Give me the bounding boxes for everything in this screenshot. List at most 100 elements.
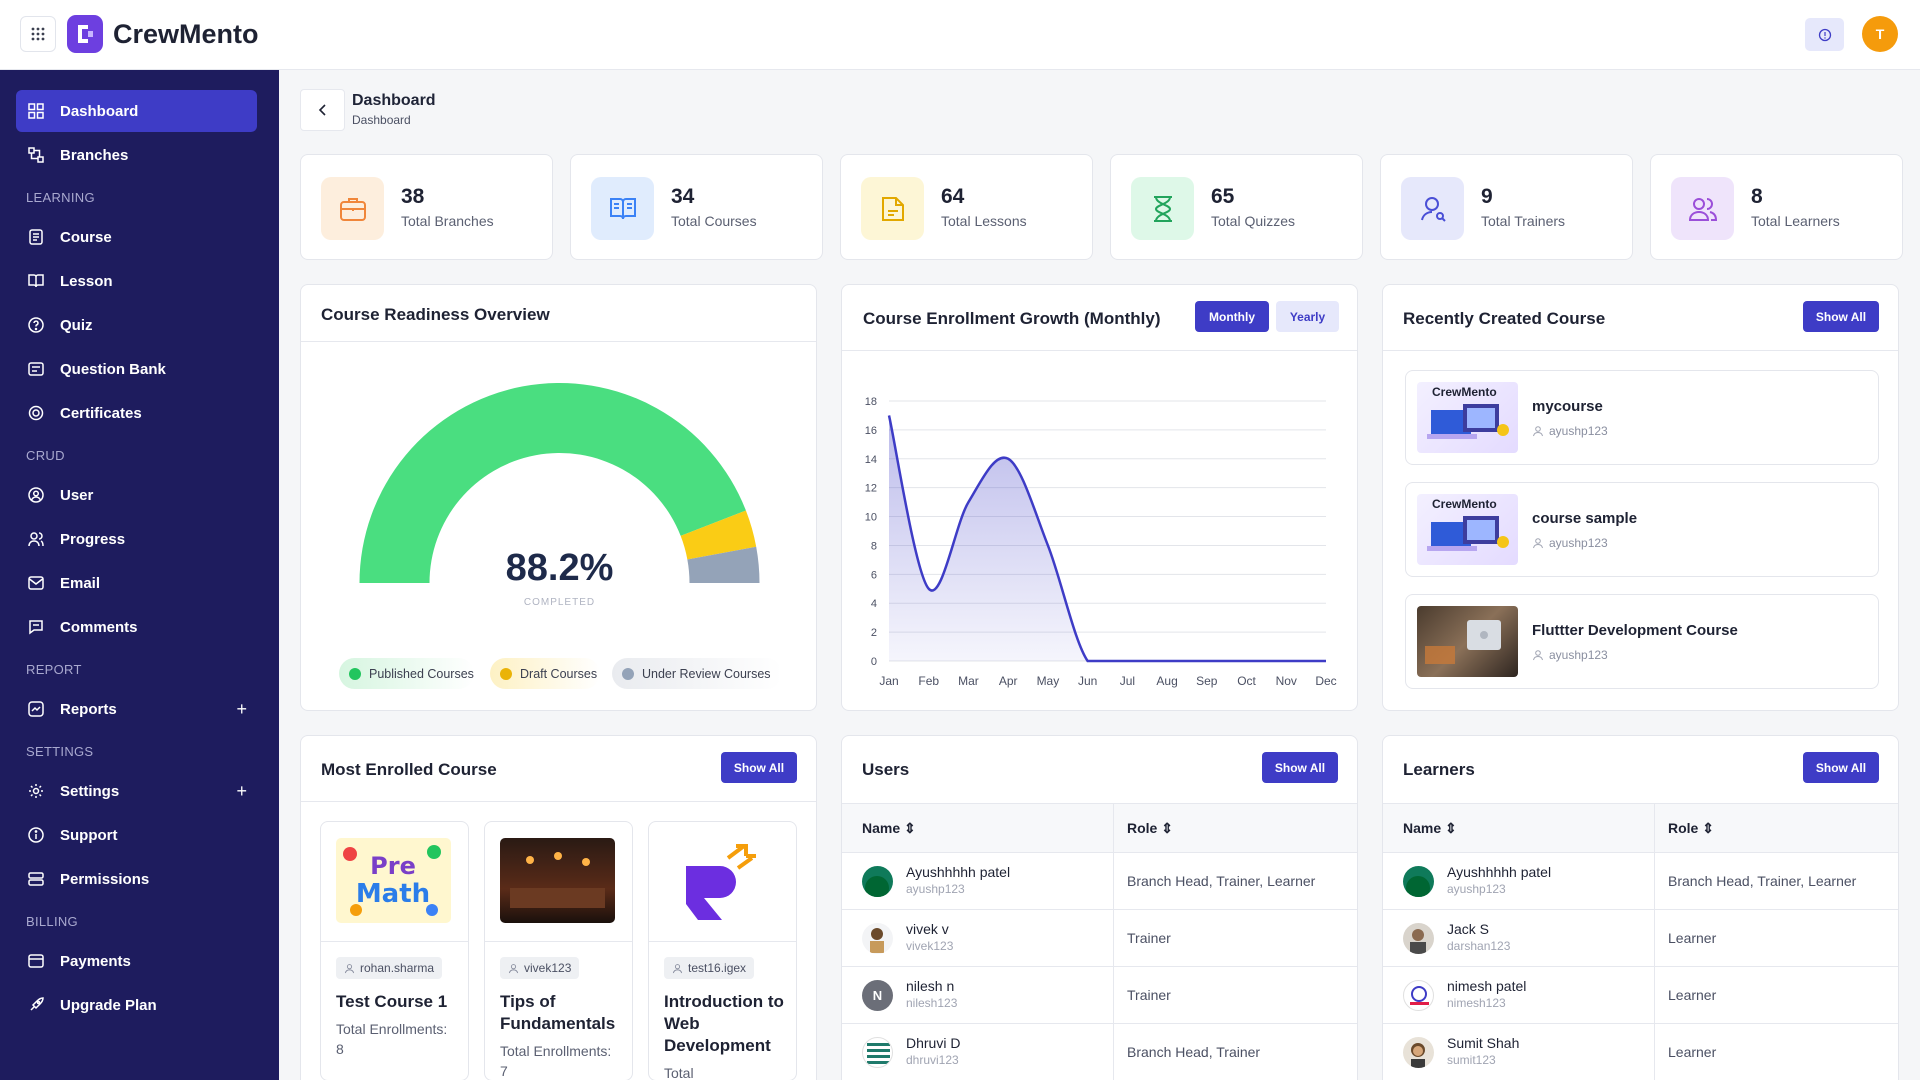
table-row[interactable]: nimesh patel nimesh123 Learner — [1383, 967, 1898, 1024]
sidebar-item-label: Permissions — [60, 870, 150, 888]
table-row[interactable]: Sumit Shah sumit123 Learner — [1383, 1024, 1898, 1080]
sidebar-item-course[interactable]: Course — [16, 216, 257, 258]
table-row[interactable]: Jack S darshan123 Learner — [1383, 910, 1898, 967]
sidebar-item-certificates[interactable]: Certificates — [16, 392, 257, 434]
table-row[interactable]: Ayushhhhh patel ayushp123 Branch Head, T… — [842, 853, 1357, 910]
back-button[interactable] — [300, 89, 345, 131]
stat-card-trainers[interactable]: 9 Total Trainers — [1380, 154, 1633, 260]
monthly-toggle-button[interactable]: Monthly — [1195, 301, 1269, 332]
stat-card-courses[interactable]: 34 Total Courses — [570, 154, 823, 260]
enrollment-growth-card: Course Enrollment Growth (Monthly) Month… — [841, 284, 1358, 711]
user-icon — [1533, 538, 1543, 549]
course-name: mycourse — [1532, 398, 1603, 415]
apps-grid-button[interactable] — [20, 16, 56, 52]
user-role: Branch Head, Trainer, Learner — [1668, 873, 1857, 889]
x-tick-label: Apr — [999, 674, 1018, 688]
sidebar-item-permissions[interactable]: Permissions — [16, 858, 257, 900]
sidebar-item-dashboard[interactable]: Dashboard — [16, 90, 257, 132]
stat-label: Total Trainers — [1481, 213, 1566, 229]
course-name: course sample — [1532, 510, 1638, 527]
user-name: nilesh n — [906, 978, 955, 994]
card-title: Most Enrolled Course — [321, 760, 497, 779]
sort-name-header[interactable]: Name ⇕ — [1403, 820, 1457, 837]
table-row[interactable]: vivek v vivek123 Trainer — [842, 910, 1357, 967]
course-readiness-card: Course Readiness Overview 88.2% COMPLETE… — [300, 284, 817, 711]
sidebar-item-label: Course — [60, 228, 112, 246]
sidebar-item-reports[interactable]: Reports + — [16, 688, 257, 730]
breadcrumb[interactable]: Dashboard — [352, 113, 411, 127]
show-all-button[interactable]: Show All — [721, 752, 797, 783]
sidebar-item-question-bank[interactable]: Question Bank — [16, 348, 257, 390]
sort-role-header[interactable]: Role ⇕ — [1668, 820, 1714, 837]
legend-review[interactable]: Under Review Courses — [612, 658, 782, 689]
table-row[interactable]: Dhruvi D dhruvi123 Branch Head, Trainer — [842, 1024, 1357, 1080]
course-enrollments: Total Enrollments: 7 — [500, 1043, 612, 1079]
sidebar-item-settings[interactable]: Settings + — [16, 770, 257, 812]
stat-card-learners[interactable]: 8 Total Learners — [1650, 154, 1903, 260]
sidebar-item-progress[interactable]: Progress — [16, 518, 257, 560]
info-icon — [27, 826, 45, 844]
sidebar-item-lesson[interactable]: Lesson — [16, 260, 257, 302]
stat-card-branches[interactable]: 38 Total Branches — [300, 154, 553, 260]
x-tick-label: Dec — [1315, 674, 1336, 688]
x-tick-label: Mar — [958, 674, 979, 688]
author-name: ayushp123 — [1549, 424, 1608, 438]
gauge-draft-segment — [680, 510, 757, 560]
show-all-button[interactable]: Show All — [1262, 752, 1338, 783]
enrolled-course-card[interactable]: test16.igex Introduction to Web Developm… — [648, 821, 797, 1080]
sidebar-item-payments[interactable]: Payments — [16, 940, 257, 982]
sidebar-item-branches[interactable]: Branches — [16, 134, 257, 176]
legend-label: Under Review Courses — [642, 666, 771, 681]
user-name: Jack S — [1447, 921, 1490, 937]
expand-settings-icon[interactable]: + — [236, 780, 247, 801]
legend-published[interactable]: Published Courses — [339, 658, 474, 689]
notification-button[interactable] — [1805, 18, 1844, 51]
y-tick-label: 16 — [865, 425, 877, 437]
sidebar-item-comments[interactable]: Comments — [16, 606, 257, 648]
legend-draft[interactable]: Draft Courses — [490, 658, 600, 689]
sidebar-section-learning: LEARNING — [26, 190, 95, 205]
svg-text:Math: Math — [356, 879, 430, 909]
user-icon — [672, 963, 683, 973]
sidebar-item-label: Dashboard — [60, 102, 139, 120]
table-header: Name ⇕ Role ⇕ — [1383, 803, 1898, 853]
sidebar-item-label: Reports — [60, 700, 117, 718]
sidebar-item-email[interactable]: Email — [16, 562, 257, 604]
stat-label: Total Lessons — [941, 213, 1027, 229]
sidebar-item-support[interactable]: Support — [16, 814, 257, 856]
sidebar-item-quiz[interactable]: Quiz — [16, 304, 257, 346]
recent-course-item[interactable]: CrewMento mycourse ayushp123 — [1405, 370, 1879, 465]
user-avatar[interactable]: T — [1862, 16, 1898, 52]
author-name: test16.igex — [688, 961, 747, 975]
avatar — [862, 923, 893, 954]
sidebar-item-user[interactable]: User — [16, 474, 257, 516]
sidebar-section-billing: BILLING — [26, 914, 78, 929]
x-tick-label: Aug — [1156, 674, 1177, 688]
column-label: Name — [1403, 820, 1442, 836]
table-row[interactable]: N nilesh n nilesh123 Trainer — [842, 967, 1357, 1024]
recent-course-item[interactable]: Fluttter Development Course ayushp123 — [1405, 594, 1879, 689]
gauge-percent: 88.2% — [505, 547, 614, 589]
stat-card-quizzes[interactable]: 65 Total Quizzes — [1110, 154, 1363, 260]
enrolled-course-card[interactable]: Pre Math rohan.sharma Test Course 1 Total… — [320, 821, 469, 1080]
sort-role-header[interactable]: Role ⇕ — [1127, 820, 1173, 837]
avatar — [862, 866, 893, 897]
table-row[interactable]: Ayushhhhh patel ayushp123 Branch Head, T… — [1383, 853, 1898, 910]
sidebar-item-upgrade-plan[interactable]: Upgrade Plan — [16, 984, 257, 1026]
show-all-button[interactable]: Show All — [1803, 752, 1879, 783]
user-name: nimesh patel — [1447, 978, 1527, 994]
brand-logo[interactable] — [67, 15, 103, 53]
recent-course-item[interactable]: CrewMento course sample ayushp123 — [1405, 482, 1879, 577]
user-name: vivek v — [906, 921, 949, 937]
enrolled-course-card[interactable]: vivek123 Tips of Fundamentals Total Enro… — [484, 821, 633, 1080]
sidebar-item-label: Quiz — [60, 316, 93, 334]
course-thumbnail — [1417, 606, 1518, 677]
user-username: nilesh123 — [906, 996, 958, 1010]
stat-card-lessons[interactable]: 64 Total Lessons — [840, 154, 1093, 260]
yearly-toggle-button[interactable]: Yearly — [1276, 301, 1339, 332]
sort-name-header[interactable]: Name ⇕ — [862, 820, 916, 837]
show-all-button[interactable]: Show All — [1803, 301, 1879, 332]
legend-label: Published Courses — [369, 666, 474, 681]
expand-reports-icon[interactable]: + — [236, 698, 247, 719]
y-tick-label: 0 — [871, 656, 877, 668]
